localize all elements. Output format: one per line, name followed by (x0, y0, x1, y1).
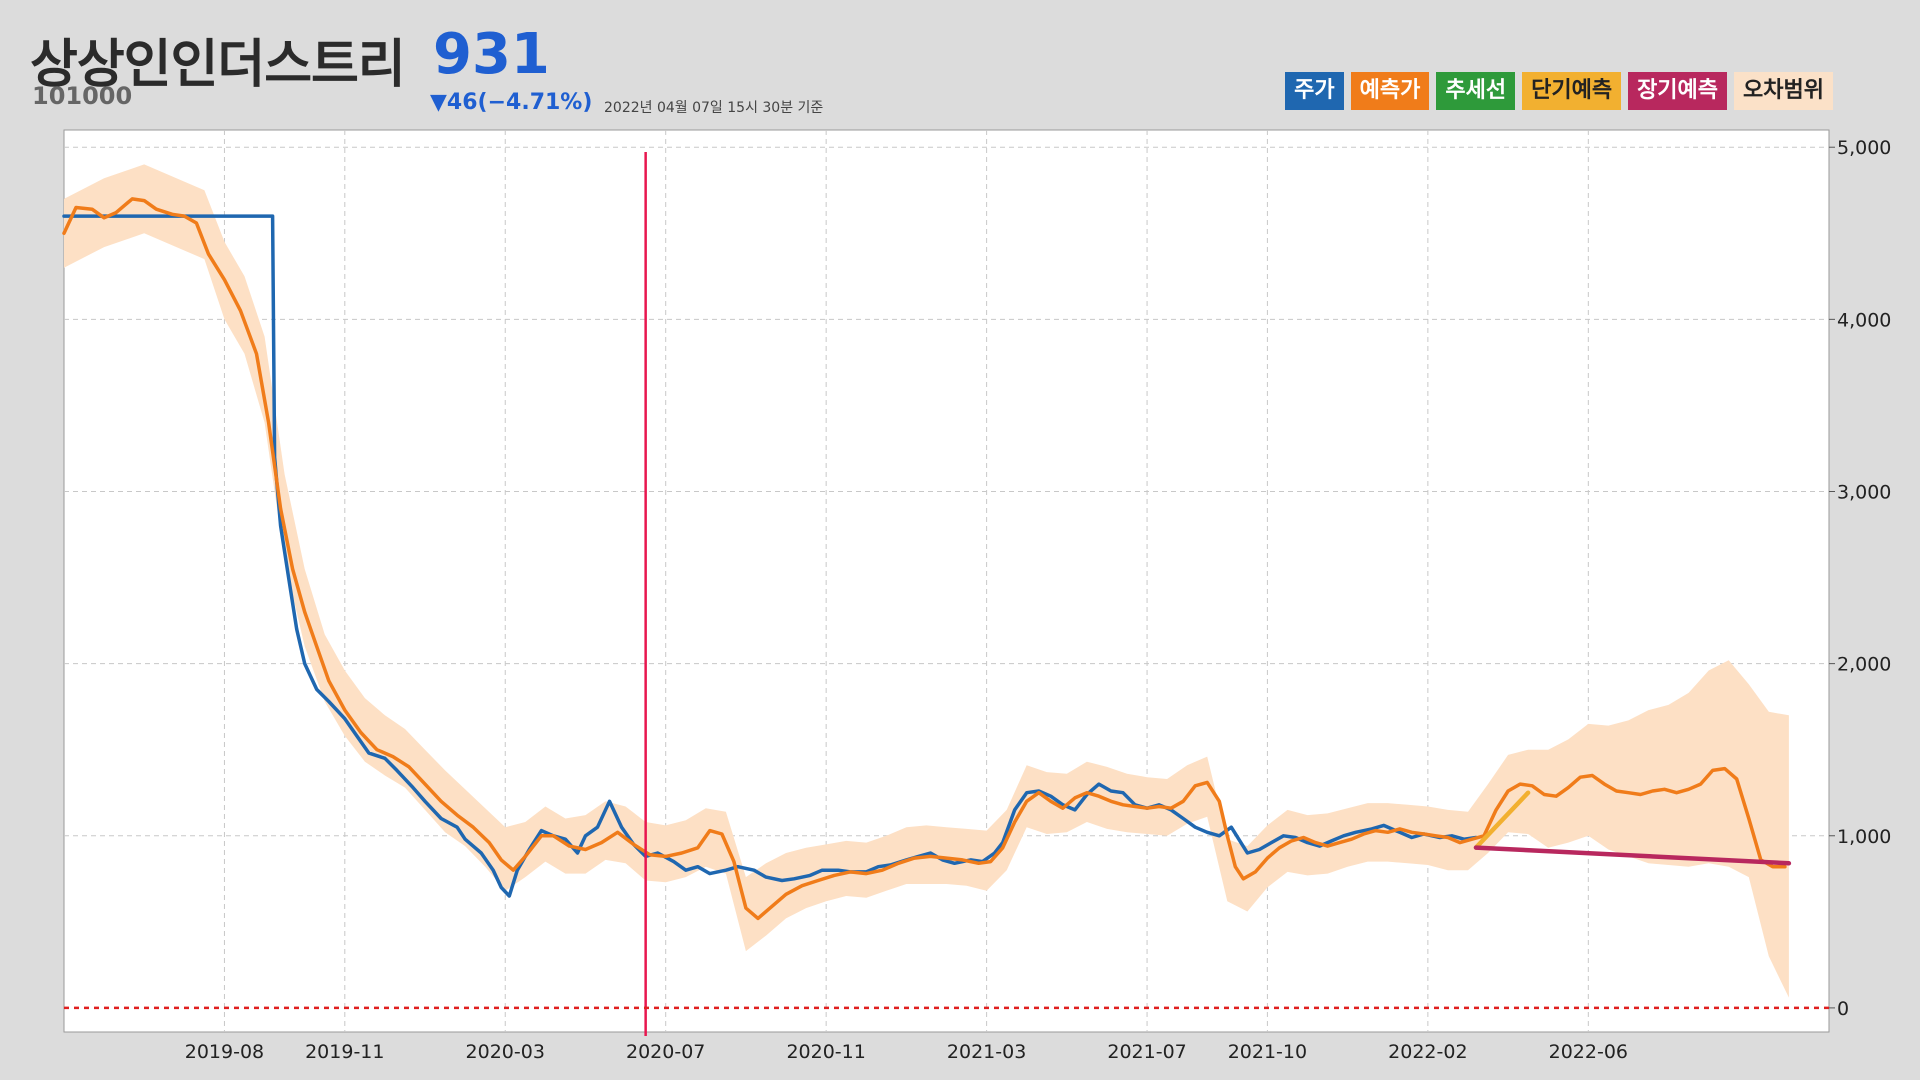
long-term-forecast-line (1473, 845, 1792, 866)
legend-error-band[interactable]: 오차범위 (1734, 72, 1833, 110)
error-band-area (64, 164, 1789, 998)
y-tick-label: 1,000 (1837, 826, 1891, 848)
stock-code: 101000 (32, 82, 133, 110)
plot-area (63, 129, 1830, 1033)
y-tick-label: 5,000 (1837, 137, 1891, 159)
legend-long-term[interactable]: 장기예측 (1628, 72, 1728, 110)
forecast-line (62, 197, 1787, 921)
y-tick-label: 2,000 (1837, 654, 1891, 676)
x-tick-label: 2019-11 (305, 1041, 384, 1063)
legend-trend[interactable]: 추세선 (1436, 72, 1516, 110)
x-tick-label: 2021-10 (1228, 1041, 1307, 1063)
x-tick-label: 2020-03 (466, 1041, 545, 1063)
x-tick-label: 2020-11 (786, 1041, 865, 1063)
x-tick-label: 2022-06 (1549, 1041, 1628, 1063)
x-tick-label: 2021-03 (947, 1041, 1026, 1063)
legend-price[interactable]: 주가 (1285, 72, 1344, 110)
company-name: 상상인인더스트리 (30, 35, 406, 95)
x-tick-label: 2019-08 (185, 1041, 264, 1063)
legend-forecast[interactable]: 예측가 (1350, 72, 1430, 110)
y-tick-label: 4,000 (1837, 309, 1891, 331)
price-line (62, 214, 1478, 898)
short-term-forecast-line (1473, 790, 1531, 850)
chart-legend: 주가 예측가 추세선 단기예측 장기예측 오차범위 (1285, 72, 1833, 110)
y-tick-label: 3,000 (1837, 481, 1891, 503)
x-tick-label: 2021-07 (1107, 1041, 1186, 1063)
y-tick-label: 0 (1837, 998, 1849, 1020)
current-price: 931 (433, 22, 550, 87)
legend-short-term[interactable]: 단기예측 (1522, 72, 1622, 110)
price-change: ▼46(−4.71%) (430, 90, 593, 115)
as-of-timestamp: 2022년 04월 07일 15시 30분 기준 (604, 100, 824, 116)
x-tick-label: 2020-07 (626, 1041, 705, 1063)
x-tick-label: 2022-02 (1388, 1041, 1467, 1063)
